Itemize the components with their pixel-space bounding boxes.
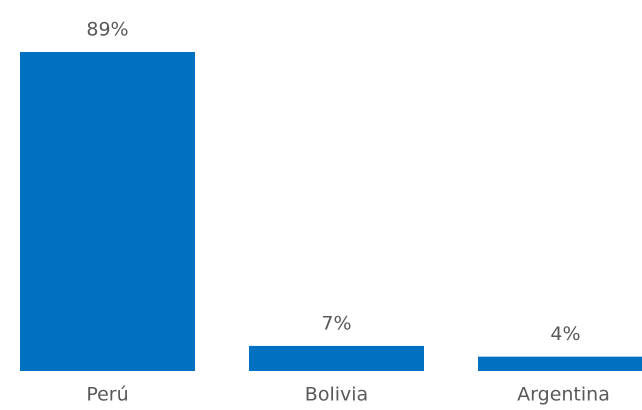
category-label: Bolivia xyxy=(305,384,368,406)
value-label: 89% xyxy=(86,19,128,41)
value-label: 4% xyxy=(550,323,580,345)
bar xyxy=(20,52,195,371)
bar xyxy=(249,345,424,371)
bar xyxy=(478,356,642,371)
category-label: Perú xyxy=(86,384,128,406)
category-label: Argentina xyxy=(517,384,610,406)
value-label: 7% xyxy=(321,312,351,334)
